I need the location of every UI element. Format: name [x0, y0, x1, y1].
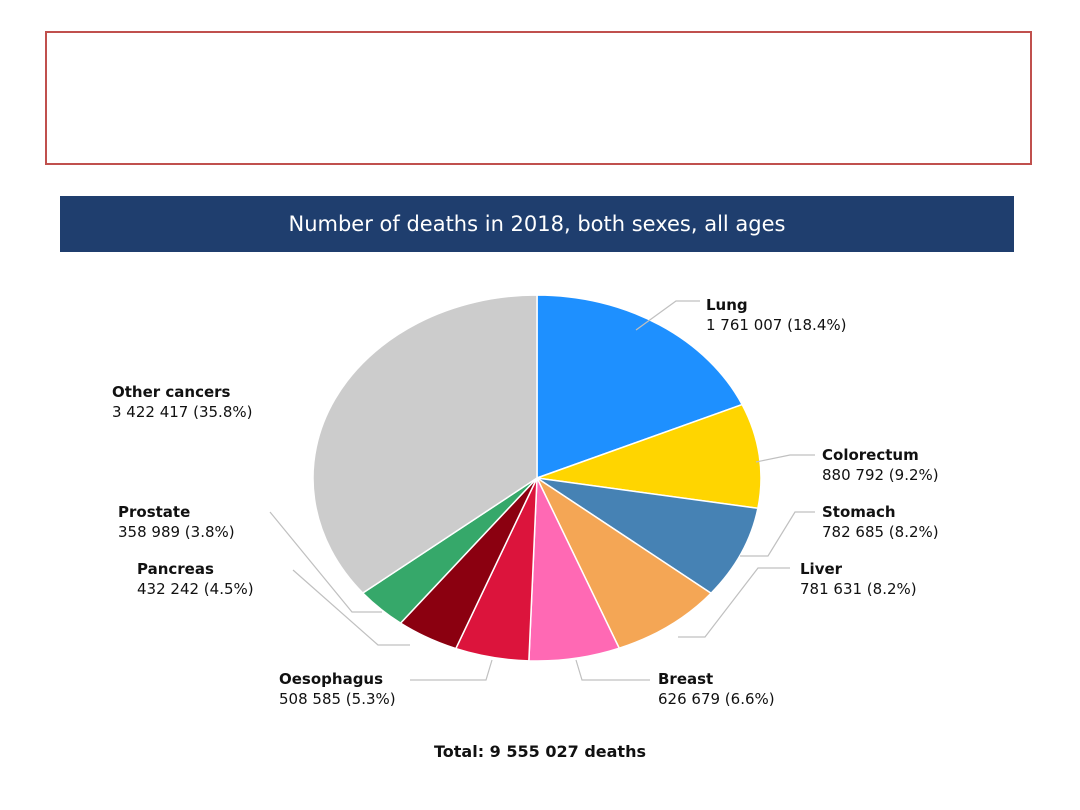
- pie-slice-lung: [536, 294, 744, 480]
- empty-text-box: [45, 31, 1032, 165]
- pie-slice-other-cancers: [312, 294, 538, 594]
- slice-value-label: 508 585 (5.3%): [279, 690, 396, 708]
- slice-value-label: 3 422 417 (35.8%): [112, 403, 252, 421]
- slice-value-label: 432 242 (4.5%): [137, 580, 254, 598]
- slice-name-label: Liver: [800, 560, 843, 578]
- chart-title-bar: Number of deaths in 2018, both sexes, al…: [60, 196, 1014, 252]
- slice-name-label: Other cancers: [112, 383, 231, 401]
- slice-value-label: 880 792 (9.2%): [822, 466, 939, 484]
- slice-value-label: 782 685 (8.2%): [822, 523, 939, 541]
- pie-slice-stomach: [536, 477, 759, 595]
- slice-value-label: 1 761 007 (18.4%): [706, 316, 846, 334]
- slice-value-label: 781 631 (8.2%): [800, 580, 917, 598]
- slice-name-label: Lung: [706, 296, 748, 314]
- leader-line: [755, 454, 815, 463]
- leader-line: [575, 659, 650, 681]
- chart-title: Number of deaths in 2018, both sexes, al…: [288, 212, 786, 236]
- slice-name-label: Stomach: [822, 503, 896, 521]
- leader-line: [269, 511, 382, 613]
- pie-slice-colorectum: [536, 403, 762, 510]
- total-label: Total: 9 555 027 deaths: [434, 742, 646, 761]
- slice-name-label: Pancreas: [137, 560, 214, 578]
- slice-value-label: 358 989 (3.8%): [118, 523, 235, 541]
- slice-name-label: Oesophagus: [279, 670, 383, 688]
- pie-slice-liver: [535, 475, 713, 650]
- slice-value-label: 626 679 (6.6%): [658, 690, 775, 708]
- leader-line: [410, 659, 493, 681]
- slice-name-label: Colorectum: [822, 446, 919, 464]
- leader-line: [292, 569, 410, 646]
- slice-name-label: Breast: [658, 670, 713, 688]
- leader-line: [635, 300, 700, 331]
- leader-line: [678, 567, 790, 638]
- slice-name-label: Prostate: [118, 503, 190, 521]
- leader-line: [740, 511, 815, 557]
